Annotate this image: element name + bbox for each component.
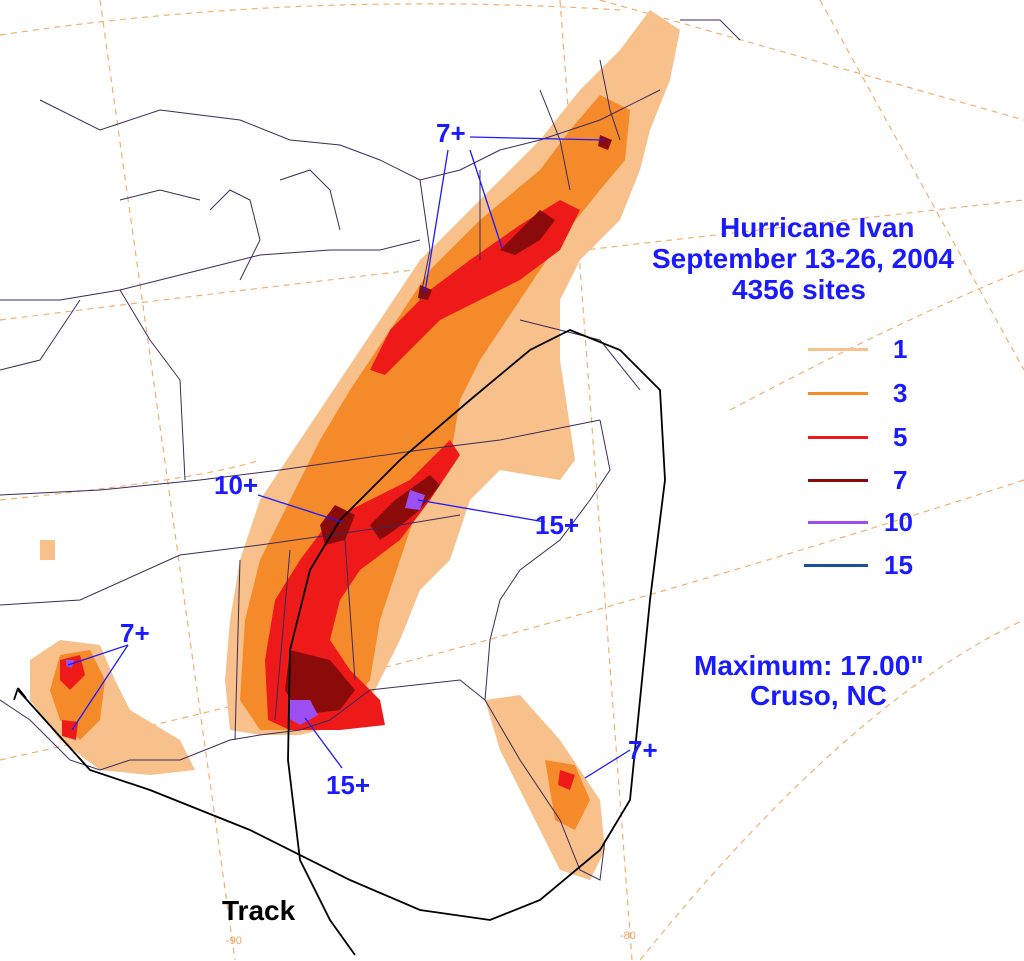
storm-track xyxy=(17,329,666,956)
annotation-tn-10plus: 10+ xyxy=(214,470,259,500)
legend-swatch-3 xyxy=(808,392,868,395)
map-site-count: 4356 sites xyxy=(732,274,866,305)
legend-value-15: 15 xyxy=(884,550,913,580)
legend-value-1: 1 xyxy=(893,334,908,364)
legend-swatch-15 xyxy=(804,564,868,567)
rainfall-10in xyxy=(66,490,425,725)
maximum-location: Cruso, NC xyxy=(750,680,887,711)
track-arrow xyxy=(13,687,27,701)
maximum-label: Maximum: 17.00" xyxy=(694,650,924,681)
track-label: Track xyxy=(222,895,296,926)
annotation-fl-7plus: 7+ xyxy=(628,735,658,765)
legend-swatch-7 xyxy=(808,479,868,482)
annotation-gulf-15plus: 15+ xyxy=(326,770,371,800)
legend-swatch-1 xyxy=(808,348,868,351)
annotation-ne-7plus: 7+ xyxy=(436,118,466,148)
longitude-tick-right: -80 xyxy=(620,930,636,942)
legend-value-3: 3 xyxy=(893,378,908,408)
map-title: Hurricane Ivan xyxy=(720,212,915,243)
state-boundaries xyxy=(0,19,741,881)
legend-value-10: 10 xyxy=(884,507,913,537)
longitude-tick-left: -90 xyxy=(226,935,242,947)
legend-value-5: 5 xyxy=(893,422,908,452)
legend-swatch-5 xyxy=(808,436,868,439)
annotation-nc-15plus: 15+ xyxy=(535,510,580,540)
annotation-tx-7plus: 7+ xyxy=(120,618,150,648)
annotation-arrows xyxy=(67,136,631,779)
legend-swatch-10 xyxy=(808,521,868,524)
map-date-range: September 13-26, 2004 xyxy=(652,243,954,274)
legend-value-7: 7 xyxy=(893,465,908,495)
rainfall-7in xyxy=(285,135,612,715)
